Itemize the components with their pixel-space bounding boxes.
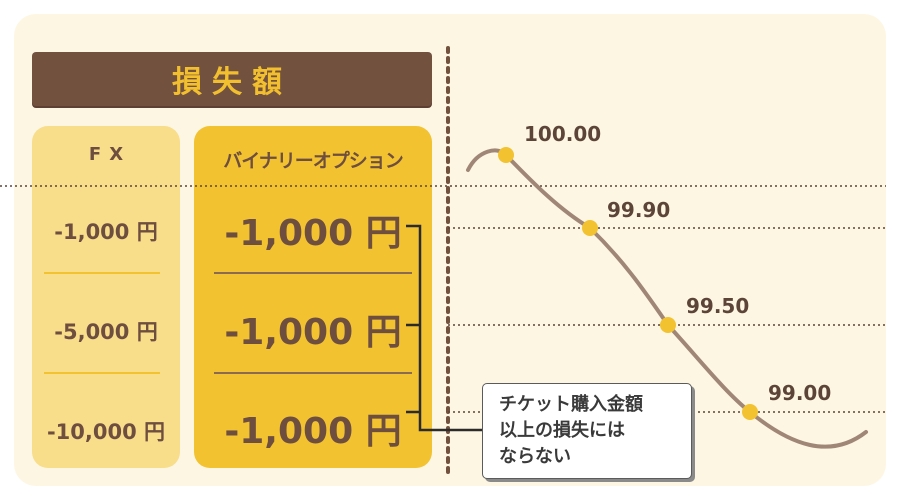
callout-box: チケット購入金額 以上の損失には ならない bbox=[482, 383, 692, 479]
fx-column: FX -1,000 円 -5,000 円 -10,000 円 bbox=[32, 126, 180, 468]
price-point bbox=[742, 404, 758, 420]
binary-divider bbox=[214, 272, 412, 274]
callout-line: ならない bbox=[499, 446, 571, 467]
fx-divider bbox=[44, 272, 160, 274]
fx-loss-value: -10,000 円 bbox=[46, 420, 166, 444]
binary-option-column: バイナリーオプション -1,000 円 -1,000 円 -1,000 円 bbox=[194, 126, 432, 468]
fx-loss-value: -1,000 円 bbox=[54, 220, 158, 244]
binary-loss-value: -1,000 円 bbox=[224, 213, 402, 254]
price-label: 100.00 bbox=[524, 122, 602, 146]
price-label: 99.50 bbox=[686, 294, 750, 318]
binary-loss-value: -1,000 円 bbox=[224, 312, 402, 353]
price-point bbox=[498, 147, 514, 163]
bracket-connector bbox=[406, 224, 484, 432]
binary-option-header: バイナリーオプション bbox=[223, 150, 404, 172]
fx-loss-value: -5,000 円 bbox=[54, 320, 158, 344]
page-title: 損失額 bbox=[172, 65, 292, 100]
fx-header: FX bbox=[88, 144, 132, 165]
binary-divider bbox=[214, 372, 412, 374]
title-bar: 損失額 bbox=[32, 52, 432, 106]
price-label: 99.00 bbox=[768, 381, 832, 405]
callout-line: 以上の損失には bbox=[499, 420, 625, 441]
price-point bbox=[660, 317, 676, 333]
price-point bbox=[582, 220, 598, 236]
callout-line: チケット購入金額 bbox=[499, 394, 643, 415]
price-label: 99.90 bbox=[607, 198, 671, 222]
fx-divider bbox=[44, 372, 160, 374]
binary-loss-value: -1,000 円 bbox=[224, 411, 402, 452]
